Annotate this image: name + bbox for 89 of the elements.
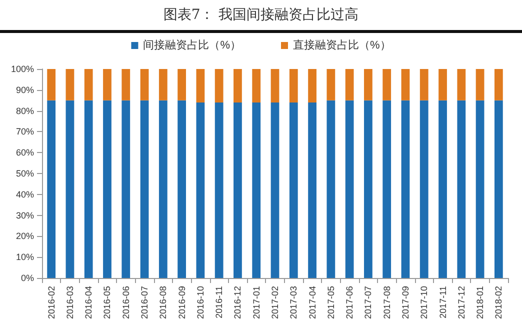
bar [308, 69, 316, 102]
chart-title: 图表7： 我国间接融资占比过高 [162, 6, 360, 25]
bar [438, 69, 447, 100]
bar [252, 102, 261, 278]
bar [140, 69, 149, 100]
x-tick-label: 2017-09 [400, 286, 410, 320]
x-tick-label: 2017-12 [456, 286, 466, 320]
bar [476, 100, 484, 278]
y-tick-label: 20% [16, 231, 34, 242]
bar [252, 69, 261, 102]
legend-label: 间接融资占比（%） [143, 38, 241, 52]
bar [382, 100, 392, 278]
x-tick-label: 2018-01 [475, 286, 486, 320]
bar [494, 69, 503, 100]
bar [158, 69, 168, 100]
x-tick-label: 2017-01 [251, 286, 262, 320]
y-tick-label: 0% [20, 273, 34, 283]
y-tick-label: 10% [16, 252, 34, 262]
bar [214, 69, 224, 102]
x-tick-label: 2016-07 [140, 286, 150, 320]
x-tick-label: 2017-05 [326, 286, 336, 320]
bar [494, 100, 503, 278]
y-tick-label: 90% [16, 84, 34, 95]
y-tick-label: 30% [16, 210, 34, 220]
bar [289, 102, 298, 278]
bar [84, 100, 93, 278]
bar [326, 69, 336, 100]
y-tick-label: 50% [16, 168, 34, 178]
y-tick-label: 60% [16, 148, 34, 158]
x-tick-label: 2016-06 [120, 286, 131, 320]
x-tick-label: 2017-10 [419, 286, 430, 320]
bar [476, 69, 484, 100]
bar [438, 100, 447, 278]
bar [289, 69, 298, 102]
x-tick-label: 2016-04 [84, 286, 94, 320]
bar [345, 100, 354, 278]
x-tick-label: 2017-11 [438, 286, 448, 318]
bar [103, 69, 112, 100]
bar [214, 102, 224, 278]
x-tick-label: 2016-08 [158, 286, 168, 320]
bar [103, 100, 112, 278]
bar [196, 102, 205, 278]
x-tick-label: 2016-09 [176, 286, 187, 320]
bar [308, 102, 316, 278]
x-tick-label: 2016-02 [46, 286, 56, 320]
x-tick-label: 2017-02 [270, 286, 280, 320]
bar [47, 69, 56, 100]
x-tick-label: 2016-03 [64, 286, 75, 320]
bar [401, 69, 410, 100]
y-tick-label: 80% [16, 106, 34, 116]
x-tick-label: 2018-02 [494, 286, 504, 320]
x-tick-label: 2017-04 [307, 286, 318, 320]
bar [401, 100, 410, 278]
y-tick-label: 100% [10, 64, 34, 74]
bar [140, 100, 149, 278]
bar [158, 100, 168, 278]
legend-label: 直接融资占比（%） [293, 38, 391, 52]
x-tick-label: 2017-08 [382, 286, 392, 320]
bar [382, 69, 392, 100]
bar [457, 69, 466, 100]
x-tick-label: 2016-10 [195, 286, 206, 320]
x-tick-label: 2016-11 [214, 286, 224, 318]
bar [122, 100, 130, 278]
bar [457, 100, 466, 278]
x-tick-label: 2016-12 [232, 286, 243, 320]
bar [234, 102, 242, 278]
bar [420, 69, 428, 100]
bar [66, 69, 74, 100]
x-tick-label: 2017-06 [344, 286, 355, 320]
bar [420, 100, 428, 278]
bar [196, 69, 205, 102]
bar [270, 69, 280, 102]
bar [234, 69, 242, 102]
bar [326, 100, 336, 278]
x-tick-label: 2017-07 [363, 286, 374, 320]
bar [66, 100, 74, 278]
y-tick-label: 40% [16, 189, 34, 200]
y-tick-label: 70% [16, 126, 34, 137]
x-tick-label: 2017-03 [288, 286, 299, 320]
bar [84, 69, 93, 100]
bar [178, 100, 186, 278]
bar [364, 100, 372, 278]
bar [270, 102, 280, 278]
x-tick-label: 2016-05 [102, 286, 112, 320]
bar [47, 100, 56, 278]
bar [122, 69, 130, 100]
bar [345, 69, 354, 100]
bar [178, 69, 186, 100]
bar [364, 69, 372, 100]
